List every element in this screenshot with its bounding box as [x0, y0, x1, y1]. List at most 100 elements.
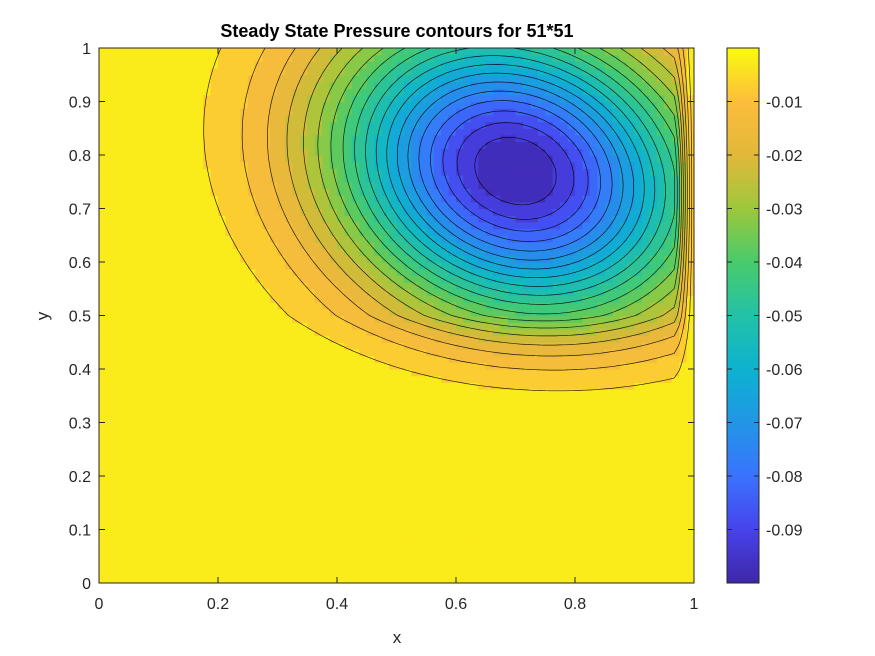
contour-cell: [158, 415, 167, 424]
contour-cell: [255, 569, 264, 577]
contour-cell: [247, 476, 256, 484]
contour-cell: [485, 556, 494, 564]
contour-cell: [180, 469, 189, 477]
contour-cell: [314, 455, 323, 464]
contour-cell: [411, 516, 420, 524]
contour-cell: [292, 215, 301, 223]
contour-cell: [299, 542, 308, 551]
contour-cell: [151, 48, 160, 56]
contour-cell: [188, 114, 197, 123]
contour-cell: [508, 228, 517, 236]
contour-cell: [448, 308, 457, 317]
contour-cell: [225, 522, 234, 531]
contour-cell: [448, 362, 457, 370]
contour-cell: [262, 288, 271, 297]
contour-cell: [270, 489, 279, 497]
contour-cell: [136, 295, 145, 303]
contour-cell: [173, 375, 182, 383]
contour-cell: [508, 221, 517, 230]
contour-cell: [522, 429, 531, 437]
contour-cell: [128, 208, 137, 216]
contour-cell: [344, 288, 353, 297]
contour-cell: [329, 308, 338, 317]
contour-cell: [418, 248, 427, 256]
contour-cell: [493, 155, 502, 163]
contour-cell: [158, 235, 167, 243]
contour-cell: [508, 342, 517, 350]
contour-cell: [500, 315, 509, 323]
contour-cell: [225, 422, 234, 430]
contour-cell: [277, 422, 286, 430]
contour-cell: [218, 516, 227, 524]
contour-cell: [359, 148, 368, 156]
contour-cell: [381, 262, 390, 270]
contour-cell: [478, 268, 487, 276]
contour-cell: [351, 549, 360, 557]
contour-cell: [284, 282, 293, 290]
contour-cell: [411, 395, 420, 404]
contour-cell: [374, 322, 383, 330]
contour-cell: [522, 168, 531, 176]
contour-cell: [158, 375, 167, 383]
contour-cell: [366, 435, 375, 444]
contour-cell: [359, 68, 368, 76]
contour-cell: [448, 569, 457, 577]
contour-cell: [240, 201, 249, 210]
contour-cell: [232, 114, 241, 123]
contour-cell: [537, 88, 546, 96]
contour-cell: [262, 542, 271, 551]
contour-cell: [359, 389, 368, 397]
contour-cell: [530, 496, 539, 504]
contour-cell: [522, 562, 531, 571]
contour-cell: [478, 389, 487, 397]
contour-cell: [493, 221, 502, 230]
contour-cell: [351, 569, 360, 577]
contour-cell: [485, 382, 494, 390]
contour-cell: [158, 195, 167, 203]
contour-cell: [530, 369, 539, 377]
contour-cell: [411, 422, 420, 430]
contour-cell: [374, 429, 383, 437]
contour-cell: [195, 275, 204, 283]
contour-cell: [232, 168, 241, 176]
contour-cell: [530, 536, 539, 544]
contour-cell: [508, 181, 517, 190]
contour-cell: [151, 395, 160, 404]
contour-cell: [478, 235, 487, 243]
contour-cell: [262, 562, 271, 571]
contour-cell: [210, 134, 219, 143]
contour-cell: [151, 134, 160, 143]
contour-cell: [470, 409, 479, 417]
contour-cell: [433, 362, 442, 370]
contour-cell: [322, 134, 331, 143]
contour-cell: [322, 262, 331, 270]
contour-cell: [329, 61, 338, 69]
contour-cell: [530, 288, 539, 297]
contour-cell: [396, 502, 405, 511]
contour-cell: [500, 422, 509, 430]
contour-cell: [247, 496, 256, 504]
contour-cell: [381, 208, 390, 216]
contour-cell: [173, 68, 182, 76]
contour-cell: [225, 101, 234, 109]
contour-cell: [143, 208, 152, 216]
contour-cell: [307, 315, 316, 323]
contour-cell: [337, 141, 346, 149]
contour-cell: [411, 409, 420, 417]
contour-cell: [537, 161, 546, 169]
contour-cell: [225, 395, 234, 404]
contour-cell: [173, 476, 182, 484]
contour-cell: [396, 61, 405, 69]
contour-cell: [403, 81, 412, 89]
contour-cell: [99, 81, 108, 89]
contour-cell: [329, 295, 338, 303]
contour-cell: [493, 141, 502, 149]
contour-cell: [463, 328, 472, 337]
contour-cell: [277, 141, 286, 149]
contour-cell: [545, 509, 554, 517]
contour-cell: [307, 48, 316, 56]
contour-cell: [337, 322, 346, 330]
contour-cell: [470, 168, 479, 176]
contour-cell: [284, 509, 293, 517]
contour-cell: [441, 68, 450, 76]
